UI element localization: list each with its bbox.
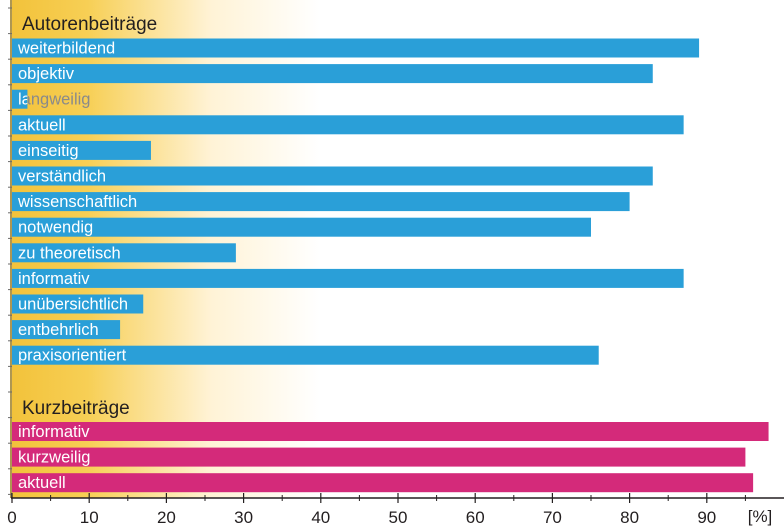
bar: [12, 166, 653, 186]
bar: [12, 38, 700, 58]
bar-label: wissenschaftlich: [17, 193, 137, 211]
bar: [12, 140, 151, 160]
bar-label: unübersichtlich: [18, 296, 128, 314]
x-tick-label: 40: [311, 508, 330, 527]
x-tick-label: 60: [466, 508, 485, 527]
bar-label: aktuell: [18, 474, 66, 492]
bar-label: objektiv: [18, 65, 75, 83]
bar: [12, 345, 599, 365]
bar-label: entbehrlich: [18, 321, 99, 339]
bar-label: praxisorientiert: [18, 347, 127, 365]
bar: [12, 473, 754, 493]
x-tick-label: 20: [157, 508, 176, 527]
bar-label: langweilig: [18, 91, 90, 109]
group-title: Kurzbeiträge: [22, 398, 130, 419]
x-tick-label: 0: [7, 508, 16, 527]
bar-label: aktuell: [18, 116, 66, 134]
bar-label: einseitig: [18, 142, 79, 160]
bar: [12, 115, 684, 135]
x-tick-label: 30: [234, 508, 253, 527]
bar: [12, 320, 121, 340]
bar: [12, 89, 28, 109]
group-title: Autorenbeiträge: [22, 14, 157, 35]
bar: [12, 192, 630, 212]
bar-label: kurzweilig: [18, 449, 90, 467]
bar: [12, 294, 144, 314]
bar-label: informativ: [18, 270, 90, 288]
bar-label: informativ: [18, 423, 90, 441]
bar: [12, 64, 653, 84]
x-tick-label: 50: [389, 508, 408, 527]
bar: [12, 217, 591, 237]
bar: [12, 268, 684, 288]
bar: [12, 243, 236, 263]
bar-label: weiterbildend: [17, 40, 115, 58]
bar: [12, 447, 746, 467]
x-unit-label: [%]: [748, 507, 773, 526]
bar-label: zu theoretisch: [18, 244, 121, 262]
x-tick-label: 70: [543, 508, 562, 527]
bar-label: verständlich: [18, 168, 106, 186]
x-tick-label: 80: [620, 508, 639, 527]
x-tick-label: 10: [80, 508, 99, 527]
bar: [12, 422, 769, 441]
x-tick-label: 90: [697, 508, 716, 527]
bar-label-overflow: langweilig: [18, 91, 90, 109]
bar-label: notwendig: [18, 219, 93, 237]
